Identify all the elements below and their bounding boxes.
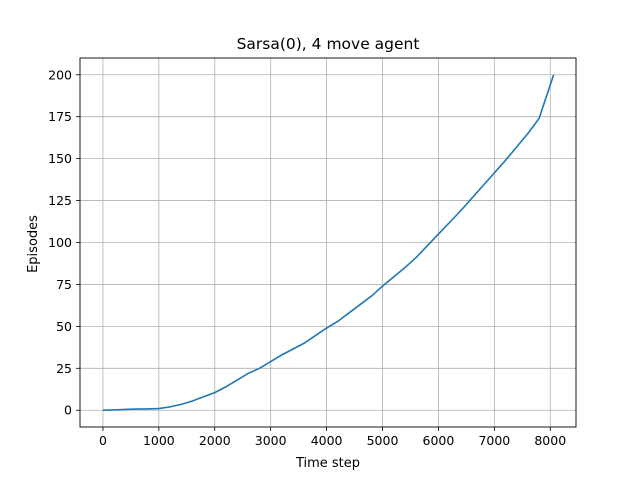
y-tick-label: 0 [64, 403, 72, 418]
y-tick-label: 50 [56, 319, 72, 334]
x-tick-label: 3000 [255, 433, 287, 448]
x-tick-label: 6000 [423, 433, 455, 448]
x-tick-label: 0 [99, 433, 107, 448]
x-tick-label: 2000 [199, 433, 231, 448]
y-tick-label: 125 [48, 193, 72, 208]
y-tick-label: 75 [56, 277, 72, 292]
y-tick-label: 200 [48, 67, 72, 82]
y-axis-label: Episodes [26, 215, 41, 273]
x-tick-label: 8000 [534, 433, 566, 448]
series-line [102, 74, 555, 412]
grid [80, 58, 576, 427]
x-tick-label: 5000 [367, 433, 399, 448]
x-tick-label: 1000 [143, 433, 175, 448]
y-tick-label: 175 [48, 109, 72, 124]
y-ticks: 0 25 50 75 100 125 150 175 200 [48, 67, 80, 418]
x-ticks: 0 1000 2000 3000 4000 5000 6000 7000 8000 [99, 427, 566, 448]
y-tick-label: 100 [48, 235, 72, 250]
y-tick-label: 150 [48, 151, 72, 166]
x-tick-label: 4000 [311, 433, 343, 448]
y-tick-label: 25 [56, 361, 72, 376]
x-tick-label: 7000 [478, 433, 510, 448]
x-axis-label: Time step [295, 456, 360, 471]
chart-title: Sarsa(0), 4 move agent [237, 35, 420, 53]
